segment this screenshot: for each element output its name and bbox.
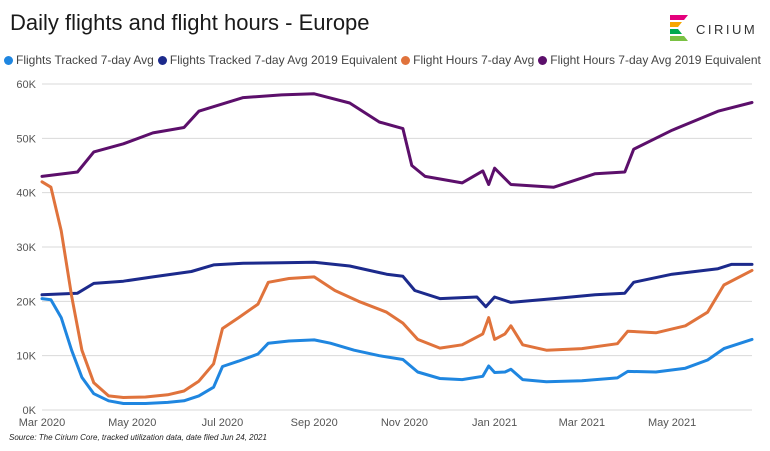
logo-wordmark: CIRIUM <box>696 22 758 37</box>
series-line-1 <box>40 260 754 309</box>
x-tick-label: Jul 2020 <box>202 417 244 429</box>
cirium-logo: CIRIUM <box>668 13 763 43</box>
legend-item: Flights Tracked 7-day Avg <box>4 53 154 67</box>
y-tick-label: 0K <box>23 405 37 417</box>
logo-stripe-1 <box>670 15 688 20</box>
legend-item: Flight Hours 7-day Avg 2019 Equivalent <box>538 53 761 67</box>
logo-stripe-3 <box>670 29 682 34</box>
series-line-2 <box>40 180 754 399</box>
y-tick-label: 40K <box>16 188 36 200</box>
x-tick-label: May 2021 <box>648 417 696 429</box>
y-tick-label: 60K <box>16 79 36 91</box>
legend-label: Flights Tracked 7-day Avg <box>16 53 154 67</box>
legend-item: Flight Hours 7-day Avg <box>401 53 534 67</box>
x-tick-label: Sep 2020 <box>291 417 338 429</box>
legend-label: Flights Tracked 7-day Avg 2019 Equivalen… <box>169 53 398 67</box>
series-line-0 <box>40 297 754 405</box>
logo-stripe-4 <box>670 36 688 41</box>
x-tick-label: Jan 2021 <box>472 417 517 429</box>
x-tick-label: Nov 2020 <box>381 417 428 429</box>
y-tick-label: 30K <box>16 242 36 254</box>
logo-stripe-2 <box>670 22 682 27</box>
legend-label: Flight Hours 7-day Avg 2019 Equivalent <box>550 53 761 67</box>
x-axis: Mar 2020 May 2020 Jul 2020 Sep 2020 Nov 2020… <box>19 417 697 429</box>
cirium-logo-mark <box>670 15 688 41</box>
legend-marker <box>4 55 13 65</box>
legend: Flights Tracked 7-day Avg Flights Tracked… <box>4 53 770 67</box>
x-tick-label: Mar 2020 <box>19 417 65 429</box>
source-note: Source: The Cirium Core, tracked utiliza… <box>9 433 267 442</box>
y-axis: 0K 10K 20K 30K 40K 50K 60K <box>16 79 36 417</box>
series-line-3 <box>40 92 754 189</box>
gridlines <box>42 83 752 411</box>
x-tick-label: Mar 2021 <box>559 417 605 429</box>
legend-item: Flights Tracked 7-day Avg 2019 Equivalen… <box>157 53 398 67</box>
legend-label: Flight Hours 7-day Avg <box>413 53 535 67</box>
legend-marker <box>538 55 548 65</box>
x-tick-label: May 2020 <box>108 417 156 429</box>
y-tick-label: 10K <box>16 351 36 363</box>
legend-marker <box>401 55 411 65</box>
series-lines <box>40 92 754 405</box>
legend-marker <box>157 55 167 65</box>
y-tick-label: 50K <box>16 133 36 145</box>
chart-title: Daily flights and flight hours - Europe <box>10 10 370 35</box>
y-tick-label: 20K <box>16 296 36 308</box>
